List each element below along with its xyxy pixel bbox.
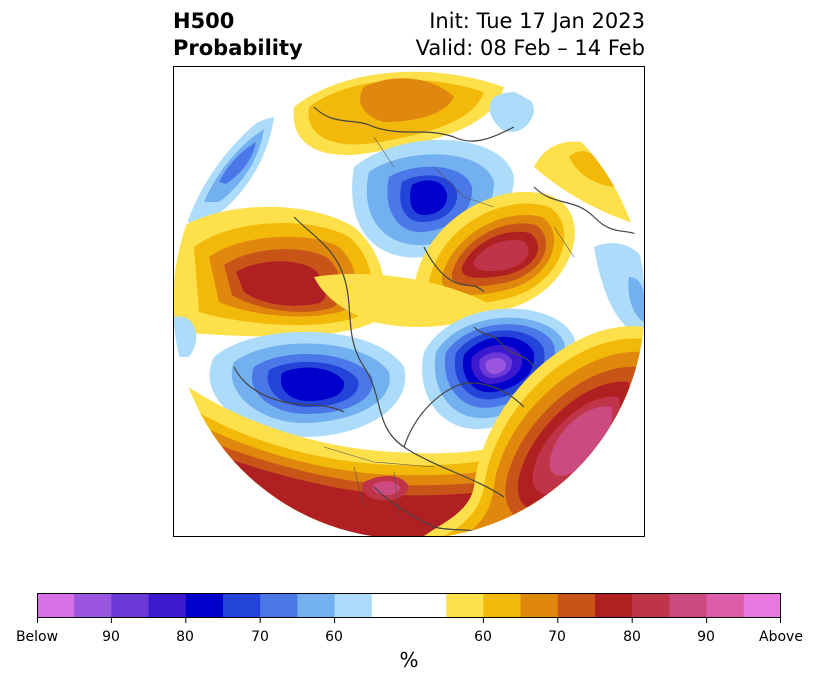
anomaly-below-west-edge xyxy=(174,316,197,357)
anomaly-above-europe xyxy=(293,71,504,155)
product-title: Probability xyxy=(173,36,303,60)
colorbar-segment-below-4 xyxy=(148,593,187,618)
anomaly-below-scandinavia xyxy=(489,92,534,132)
variable-title: H500 xyxy=(173,9,235,33)
colorbar-segment-below-7 xyxy=(260,593,298,618)
probability-map xyxy=(173,66,645,537)
tick-label-below: Below xyxy=(15,629,59,645)
title-left: H500 Probability xyxy=(173,8,303,62)
colorbar-unit-label: % xyxy=(399,648,419,672)
colorbar-segment-above-8 xyxy=(706,593,745,618)
colorbar-segment-above-6 xyxy=(632,593,670,618)
anomaly-above-siberia xyxy=(413,191,575,316)
tick-label-above-80: 80 xyxy=(623,629,641,645)
tick-label-above: Above xyxy=(759,629,803,645)
coastlines xyxy=(233,106,644,536)
borders xyxy=(323,136,575,518)
colorbar-segment-neutral xyxy=(371,593,447,618)
tick-label-below-60: 60 xyxy=(325,629,343,645)
colorbar-border xyxy=(37,593,781,618)
colorbar-segment-below-6 xyxy=(223,593,261,618)
tick-label-above-70: 70 xyxy=(548,629,566,645)
colorbar-segment-below-1 xyxy=(37,593,75,618)
tick-label-above-90: 90 xyxy=(697,629,715,645)
anomaly-below-alaska xyxy=(209,331,406,437)
colorbar-segment-above-2 xyxy=(483,593,522,618)
colorbar-segment-below-9 xyxy=(334,593,373,618)
colorbar-segment-below-3 xyxy=(111,593,150,618)
tick-label-below-90: 90 xyxy=(102,629,120,645)
colorbar-segment-below-8 xyxy=(297,593,336,618)
colorbar-segment-above-3 xyxy=(520,593,559,618)
colorbar-segment-above-9 xyxy=(743,593,781,618)
colorbar-segment-above-1 xyxy=(446,593,484,618)
valid-range: Valid: 08 Feb – 14 Feb xyxy=(415,36,645,60)
colorbar-ticks xyxy=(37,618,781,623)
colorbar-segment-below-2 xyxy=(74,593,112,618)
anomaly-below-east-asia xyxy=(594,243,644,337)
init-date: Init: Tue 17 Jan 2023 xyxy=(429,9,645,33)
anomaly-below-siberia-ne xyxy=(184,117,274,223)
colorbar-segment-above-4 xyxy=(557,593,596,618)
tick-label-above-60: 60 xyxy=(474,629,492,645)
tick-label-below-80: 80 xyxy=(176,629,194,645)
colorbar-segment-above-5 xyxy=(595,593,633,618)
anomaly-layer xyxy=(174,67,644,536)
tick-label-below-70: 70 xyxy=(251,629,269,645)
map-svg xyxy=(174,67,644,536)
colorbar xyxy=(37,593,781,618)
anomaly-above-arctic xyxy=(314,273,494,327)
colorbar-segment-above-7 xyxy=(669,593,708,618)
colorbar-segment-below-5 xyxy=(185,593,224,618)
title-right: Init: Tue 17 Jan 2023 Valid: 08 Feb – 14… xyxy=(416,8,645,62)
